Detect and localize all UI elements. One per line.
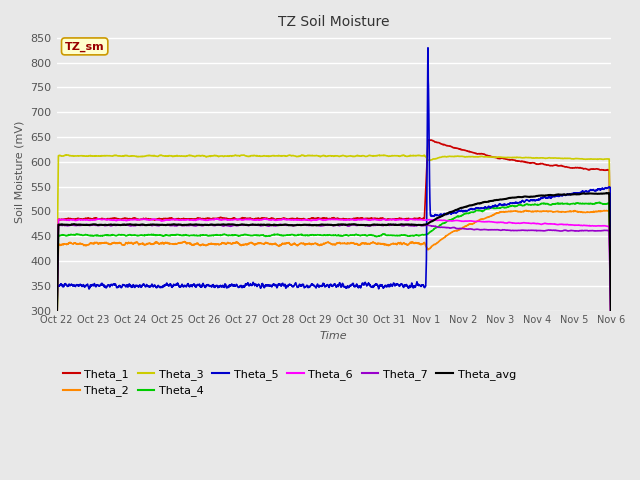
Theta_5	[607, 287, 614, 293]
Theta_avg	[265, 222, 273, 228]
Theta_7	[116, 222, 124, 228]
Theta_1	[116, 216, 124, 222]
Theta_1	[265, 216, 273, 222]
Title: TZ Soil Moisture: TZ Soil Moisture	[278, 15, 390, 29]
Theta_1	[149, 216, 157, 222]
Theta_2	[536, 208, 544, 214]
Theta_6	[266, 217, 273, 223]
Theta_5	[52, 370, 60, 376]
Theta_2	[149, 241, 157, 247]
Theta_avg	[607, 310, 614, 315]
Theta_3	[536, 155, 544, 161]
Theta_6	[116, 217, 124, 223]
Theta_5	[596, 187, 604, 192]
Theta_3	[596, 156, 604, 162]
Theta_3	[64, 152, 72, 158]
Theta_6	[536, 221, 544, 227]
Theta_3	[116, 153, 124, 159]
Theta_1	[536, 161, 544, 167]
Theta_6	[149, 216, 157, 222]
Theta_1	[289, 216, 297, 222]
Theta_5	[424, 45, 432, 51]
Theta_2	[600, 207, 608, 213]
Theta_4	[596, 200, 604, 205]
Theta_4	[265, 233, 273, 239]
Theta_7	[83, 221, 90, 227]
Theta_6	[214, 216, 221, 222]
Theta_avg	[52, 339, 60, 345]
Theta_7	[149, 222, 157, 228]
Theta_2	[116, 240, 124, 246]
Theta_6	[607, 328, 614, 334]
Y-axis label: Soil Moisture (mV): Soil Moisture (mV)	[15, 120, 25, 223]
Theta_5	[149, 282, 157, 288]
Theta_4	[595, 199, 603, 205]
Line: Theta_5: Theta_5	[56, 48, 611, 373]
Theta_3	[52, 305, 60, 311]
Theta_avg	[149, 222, 157, 228]
Line: Theta_2: Theta_2	[56, 210, 611, 352]
Theta_7	[536, 228, 544, 233]
Line: Theta_3: Theta_3	[56, 155, 611, 308]
Theta_5	[536, 196, 544, 202]
Theta_3	[289, 153, 297, 158]
Theta_5	[289, 284, 297, 289]
Line: Theta_avg: Theta_avg	[56, 193, 611, 342]
Theta_4	[52, 344, 60, 350]
Line: Theta_1: Theta_1	[56, 140, 611, 338]
Theta_avg	[596, 191, 604, 197]
Text: TZ_sm: TZ_sm	[65, 41, 104, 51]
Line: Theta_4: Theta_4	[56, 202, 611, 347]
Theta_2	[607, 320, 614, 326]
Theta_avg	[289, 223, 297, 228]
Theta_7	[607, 331, 614, 336]
X-axis label: Time: Time	[320, 331, 348, 341]
Theta_7	[596, 228, 604, 234]
Theta_1	[52, 336, 60, 341]
Theta_4	[116, 232, 124, 238]
Theta_1	[596, 167, 604, 173]
Theta_6	[289, 217, 297, 223]
Theta_3	[266, 153, 273, 159]
Theta_2	[52, 349, 60, 355]
Theta_4	[536, 202, 544, 207]
Theta_6	[52, 336, 60, 342]
Theta_4	[607, 316, 614, 322]
Theta_6	[596, 223, 604, 229]
Legend: Theta_1, Theta_2, Theta_3, Theta_4, Theta_5, Theta_6, Theta_7, Theta_avg: Theta_1, Theta_2, Theta_3, Theta_4, Thet…	[58, 365, 520, 401]
Theta_7	[289, 223, 297, 228]
Theta_avg	[605, 190, 613, 196]
Theta_2	[265, 241, 273, 247]
Theta_3	[149, 153, 157, 159]
Theta_2	[596, 209, 604, 215]
Theta_5	[116, 283, 124, 288]
Line: Theta_7: Theta_7	[56, 224, 611, 342]
Theta_1	[607, 297, 614, 303]
Theta_4	[149, 232, 157, 238]
Theta_7	[266, 223, 273, 229]
Theta_avg	[536, 193, 544, 199]
Theta_7	[52, 339, 60, 345]
Theta_3	[607, 291, 614, 297]
Line: Theta_6: Theta_6	[56, 219, 611, 339]
Theta_2	[289, 241, 297, 247]
Theta_4	[289, 232, 297, 238]
Theta_avg	[116, 222, 124, 228]
Theta_5	[265, 282, 273, 288]
Theta_1	[425, 137, 433, 143]
